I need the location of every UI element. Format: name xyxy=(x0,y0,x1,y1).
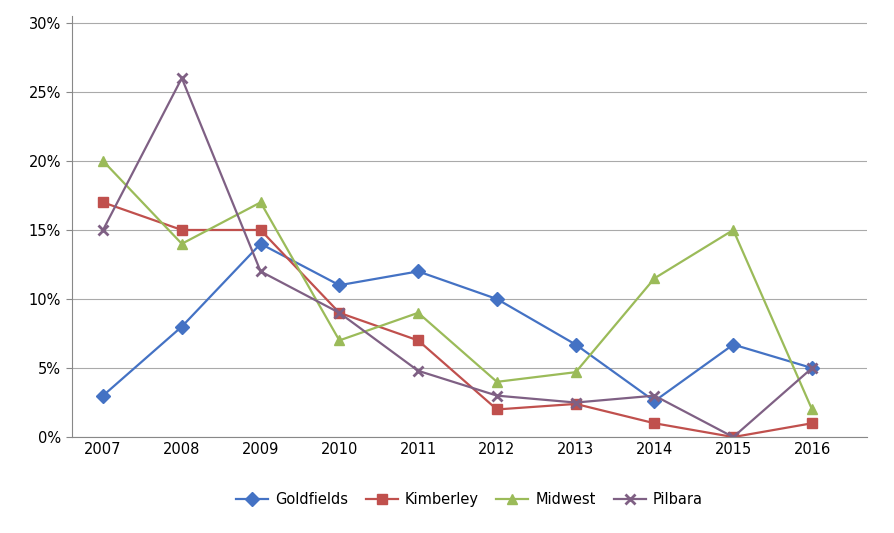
Kimberley xyxy=(806,420,817,426)
Midwest xyxy=(492,378,502,385)
Goldfields xyxy=(806,365,817,371)
Pilbara xyxy=(334,310,345,316)
Kimberley xyxy=(570,401,581,407)
Line: Pilbara: Pilbara xyxy=(98,73,817,442)
Kimberley xyxy=(97,199,108,206)
Pilbara xyxy=(728,434,738,440)
Midwest xyxy=(649,275,660,281)
Goldfields xyxy=(570,341,581,348)
Kimberley xyxy=(728,434,738,440)
Goldfields xyxy=(176,324,187,330)
Legend: Goldfields, Kimberley, Midwest, Pilbara: Goldfields, Kimberley, Midwest, Pilbara xyxy=(230,487,709,513)
Midwest xyxy=(806,406,817,413)
Pilbara xyxy=(649,392,660,399)
Midwest xyxy=(413,310,424,316)
Midwest xyxy=(728,227,738,233)
Line: Kimberley: Kimberley xyxy=(98,198,817,442)
Pilbara xyxy=(176,75,187,82)
Goldfields xyxy=(255,240,266,247)
Goldfields xyxy=(97,392,108,399)
Goldfields xyxy=(413,268,424,274)
Pilbara xyxy=(492,392,502,399)
Midwest xyxy=(97,158,108,164)
Line: Midwest: Midwest xyxy=(98,156,817,414)
Midwest xyxy=(334,337,345,344)
Midwest xyxy=(176,240,187,247)
Midwest xyxy=(255,199,266,206)
Line: Goldfields: Goldfields xyxy=(98,239,817,406)
Pilbara xyxy=(570,399,581,406)
Midwest xyxy=(570,369,581,375)
Goldfields xyxy=(334,282,345,288)
Goldfields xyxy=(492,296,502,302)
Kimberley xyxy=(492,406,502,413)
Kimberley xyxy=(413,337,424,344)
Pilbara xyxy=(97,227,108,233)
Goldfields xyxy=(649,398,660,405)
Pilbara xyxy=(806,365,817,371)
Kimberley xyxy=(649,420,660,426)
Pilbara xyxy=(413,368,424,374)
Kimberley xyxy=(176,227,187,233)
Kimberley xyxy=(334,310,345,316)
Goldfields xyxy=(728,341,738,348)
Kimberley xyxy=(255,227,266,233)
Pilbara xyxy=(255,268,266,274)
